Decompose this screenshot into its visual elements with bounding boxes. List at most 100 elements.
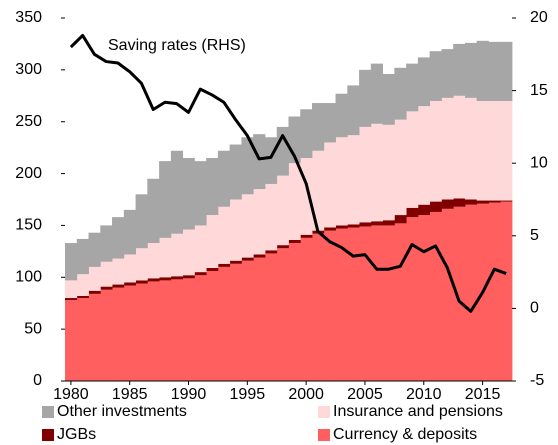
bar-segment bbox=[335, 225, 348, 229]
bar-segment bbox=[488, 41, 501, 101]
bar-segment bbox=[217, 206, 231, 264]
bar-segment bbox=[347, 224, 360, 228]
legend-swatch bbox=[318, 429, 330, 441]
bar-segment bbox=[112, 217, 125, 259]
bar-segment bbox=[194, 272, 207, 276]
bar-segment bbox=[76, 295, 89, 299]
bar-segment bbox=[253, 134, 266, 190]
bar-segment bbox=[123, 282, 136, 286]
bar-segment bbox=[65, 243, 78, 281]
bar-segment bbox=[406, 63, 419, 112]
bar-segment bbox=[276, 175, 289, 246]
bar-segment bbox=[229, 263, 242, 381]
bar-segment bbox=[65, 280, 78, 299]
x-tick-label: 1980 bbox=[53, 386, 89, 403]
bar-segment bbox=[135, 194, 148, 249]
bar-segment bbox=[182, 275, 195, 279]
bar-segment bbox=[300, 237, 313, 381]
bar-segment bbox=[170, 150, 184, 234]
bar-segment bbox=[206, 215, 219, 268]
bar-segment bbox=[206, 271, 219, 381]
bar-segment bbox=[347, 227, 360, 381]
bar-segment bbox=[112, 287, 125, 381]
x-tick-label: 1995 bbox=[230, 386, 266, 403]
bar-segment bbox=[406, 111, 419, 208]
bar-segment bbox=[241, 257, 254, 261]
bar-segment bbox=[100, 286, 113, 290]
bar-segment bbox=[194, 225, 207, 273]
bar-segment bbox=[370, 63, 384, 124]
bar-segment bbox=[488, 100, 501, 201]
x-tick-label: 1985 bbox=[112, 386, 148, 403]
bar-segment bbox=[429, 51, 442, 101]
bar-segment bbox=[300, 109, 313, 159]
bar-segment bbox=[147, 278, 160, 282]
bar-segment bbox=[147, 243, 160, 279]
bar-segment bbox=[276, 248, 289, 381]
bar-segment bbox=[382, 225, 395, 381]
bar-segment bbox=[170, 233, 184, 277]
bar-segment bbox=[441, 97, 454, 200]
y-tick-label: 0 bbox=[33, 372, 42, 389]
bar-segment bbox=[500, 201, 513, 381]
y2-tick-label: 20 bbox=[530, 9, 548, 26]
bar-segment bbox=[359, 222, 372, 227]
bar-segment bbox=[112, 284, 125, 288]
line bbox=[69, 33, 507, 313]
y2-tick-label: 10 bbox=[530, 154, 548, 171]
bar-segment bbox=[182, 229, 195, 276]
x-tick-label: 2000 bbox=[288, 386, 324, 403]
bar-segment bbox=[241, 194, 254, 258]
bar-segment bbox=[159, 280, 172, 381]
y2-tick-label: -5 bbox=[530, 372, 544, 389]
bar-segment bbox=[170, 279, 184, 381]
bar-segment bbox=[217, 263, 231, 267]
x-tick-label: 1990 bbox=[171, 386, 207, 403]
bar-segment bbox=[288, 239, 301, 244]
bar-segment bbox=[359, 126, 372, 223]
bar-segment bbox=[394, 215, 407, 224]
bar-segment bbox=[335, 93, 348, 138]
bar-segment bbox=[123, 209, 136, 255]
bar-segment bbox=[217, 150, 231, 207]
bar-segment bbox=[194, 161, 207, 226]
bar-segment bbox=[323, 230, 336, 381]
y-tick-label: 350 bbox=[15, 9, 42, 26]
bar-segment bbox=[76, 238, 89, 275]
x-tick-label: 2015 bbox=[465, 386, 501, 403]
bar-segment bbox=[394, 223, 407, 381]
bar-segment bbox=[206, 158, 219, 216]
y2-tick-label: 15 bbox=[530, 82, 548, 99]
y-tick-label: 150 bbox=[15, 217, 42, 234]
bar-segment bbox=[217, 266, 231, 381]
bar-segment bbox=[264, 183, 278, 251]
bar-segment bbox=[229, 144, 242, 200]
bar-segment bbox=[476, 200, 489, 204]
bar-segment bbox=[335, 137, 348, 226]
bar-segment bbox=[453, 206, 466, 381]
bar-segment bbox=[370, 221, 384, 226]
bar-segment bbox=[100, 289, 113, 381]
bar-segment bbox=[464, 199, 478, 205]
y2-tick-label: 5 bbox=[530, 227, 539, 244]
bar-segment bbox=[76, 274, 89, 296]
y-tick-label: 100 bbox=[15, 269, 42, 286]
bar-segment bbox=[417, 106, 431, 205]
bar-segment bbox=[253, 254, 266, 258]
bar-segment bbox=[123, 285, 136, 381]
bar-segment bbox=[312, 150, 325, 231]
legend-swatch bbox=[42, 406, 54, 418]
bar-segment bbox=[417, 215, 431, 381]
legend-swatch bbox=[318, 406, 330, 418]
bar-segment bbox=[288, 163, 301, 240]
bar-segment bbox=[194, 275, 207, 381]
bar-segment bbox=[312, 103, 325, 151]
bar-segment bbox=[335, 228, 348, 381]
bar-segment bbox=[429, 211, 442, 381]
bar-segment bbox=[253, 257, 266, 381]
bar-segment bbox=[406, 207, 419, 218]
bar-segment bbox=[123, 254, 136, 283]
bar-segment bbox=[229, 199, 242, 261]
bar-segment bbox=[112, 258, 125, 285]
bar-segment bbox=[100, 225, 113, 262]
